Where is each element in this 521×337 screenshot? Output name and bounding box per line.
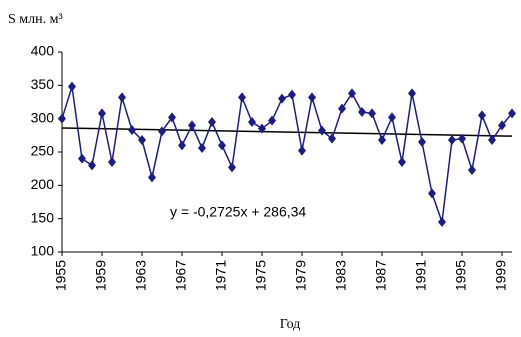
point-marker [238, 92, 246, 103]
x-axis-label: Год [280, 317, 301, 332]
point-marker [428, 188, 436, 199]
x-tick-label: 1999 [493, 260, 509, 291]
point-marker [278, 93, 286, 104]
point-marker [438, 217, 446, 227]
point-marker [288, 89, 296, 100]
point-marker [228, 162, 236, 173]
point-marker [268, 115, 276, 126]
x-tick-label: 1979 [293, 260, 309, 291]
point-marker [258, 123, 266, 134]
point-marker [218, 140, 226, 151]
point-marker [198, 143, 206, 153]
x-tick-label: 1955 [53, 260, 69, 291]
x-tick-label: 1967 [173, 260, 189, 291]
point-marker [398, 157, 406, 167]
x-tick-label: 1987 [373, 260, 389, 291]
x-tick-label: 1959 [93, 260, 109, 291]
point-marker [448, 135, 456, 145]
y-axis-label: S млн. м³ [8, 12, 63, 27]
y-tick-label: 350 [31, 76, 55, 92]
x-tick-label: 1991 [413, 260, 429, 291]
point-marker [418, 137, 426, 147]
y-tick-label: 100 [31, 243, 55, 259]
y-tick-label: 300 [31, 109, 55, 125]
point-marker [98, 108, 106, 119]
point-marker [498, 120, 506, 131]
point-marker [158, 126, 166, 137]
point-marker [328, 133, 336, 144]
point-marker [208, 117, 216, 127]
point-marker [78, 153, 86, 164]
point-marker [88, 160, 96, 171]
point-marker [468, 165, 476, 175]
point-marker [58, 113, 66, 124]
x-tick-label: 1995 [453, 260, 469, 291]
point-marker [108, 157, 116, 167]
point-marker [388, 112, 396, 123]
y-tick-label: 150 [31, 209, 55, 225]
point-marker [338, 103, 346, 114]
point-marker [68, 81, 76, 92]
point-marker [308, 92, 316, 103]
point-marker [348, 88, 356, 99]
y-tick-label: 200 [31, 176, 55, 192]
y-tick-label: 250 [31, 143, 55, 159]
point-marker [378, 135, 386, 145]
point-marker [178, 140, 186, 151]
x-tick-label: 1971 [213, 260, 229, 291]
point-marker [148, 172, 156, 183]
x-tick-label: 1975 [253, 260, 269, 291]
point-marker [508, 108, 516, 119]
point-marker [128, 125, 136, 135]
point-marker [138, 135, 146, 145]
point-marker [368, 108, 376, 119]
x-tick-label: 1983 [333, 260, 349, 291]
x-tick-label: 1963 [133, 260, 149, 291]
y-tick-label: 400 [31, 43, 55, 59]
point-marker [188, 120, 196, 131]
point-marker [358, 107, 366, 117]
trend-equation: y = -0,2725x + 286,34 [170, 204, 306, 220]
point-marker [168, 112, 176, 123]
point-marker [298, 145, 306, 156]
point-marker [478, 110, 486, 121]
point-marker [458, 133, 466, 144]
point-marker [318, 125, 326, 136]
point-marker [408, 88, 416, 99]
point-marker [488, 135, 496, 145]
trend-line [61, 127, 513, 137]
point-marker [118, 92, 126, 103]
point-marker [248, 117, 256, 127]
series-line [61, 86, 513, 223]
